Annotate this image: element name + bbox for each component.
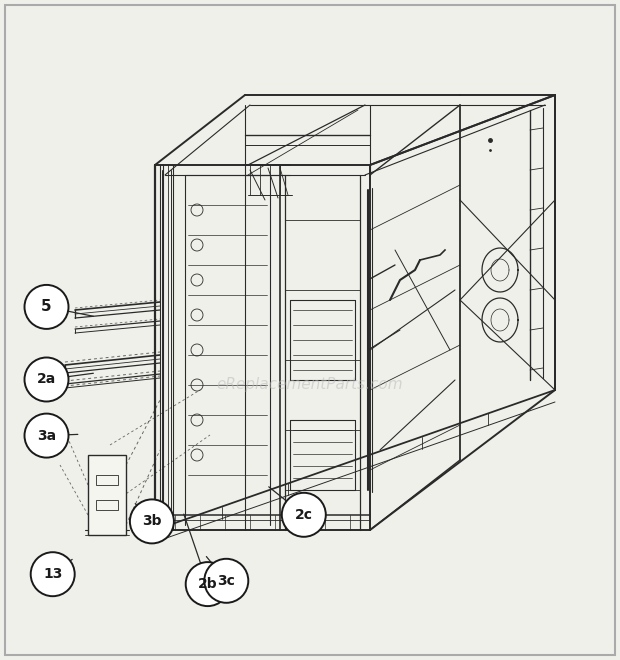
Circle shape: [25, 358, 68, 401]
Text: 13: 13: [43, 567, 63, 581]
Circle shape: [25, 414, 68, 457]
Text: 3c: 3c: [218, 574, 235, 588]
Circle shape: [31, 552, 74, 596]
Text: 5: 5: [41, 300, 52, 314]
Text: 3a: 3a: [37, 428, 56, 443]
Circle shape: [130, 500, 174, 543]
Circle shape: [205, 559, 248, 603]
Text: 2a: 2a: [37, 372, 56, 387]
Circle shape: [186, 562, 229, 606]
Text: 2b: 2b: [198, 577, 218, 591]
Bar: [96, 475, 118, 485]
Text: 2c: 2c: [294, 508, 313, 522]
Bar: [96, 500, 118, 510]
Bar: [88, 455, 126, 535]
Circle shape: [282, 493, 326, 537]
Text: 3b: 3b: [142, 514, 162, 529]
Text: eReplacementParts.com: eReplacementParts.com: [216, 378, 404, 393]
Circle shape: [25, 285, 68, 329]
